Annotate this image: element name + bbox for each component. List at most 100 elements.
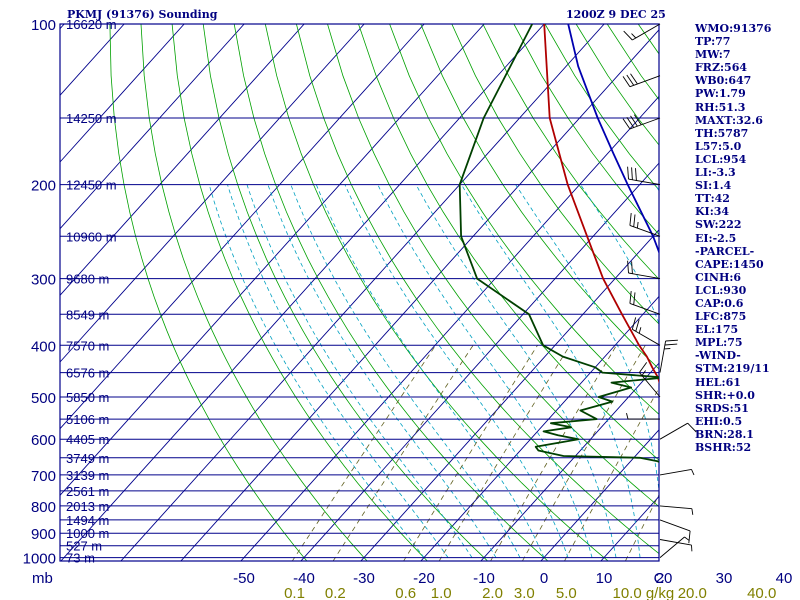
wind-barb-staff [629,302,661,315]
height-label: 2561 m [66,484,109,499]
index-line: MW:7 [695,48,731,62]
pressure-label: 800 [31,499,56,516]
height-label: 14250 m [66,111,117,126]
mixing-ratio-line [490,345,617,561]
wind-barb [626,412,660,420]
wind-barb [659,539,693,552]
height-label: 3749 m [66,451,109,466]
pressure-label: 900 [31,526,56,543]
pressure-label: 700 [31,468,56,485]
wind-barb-staff [632,328,661,346]
isotherm-line [60,24,425,430]
wind-barb-flag [631,167,633,180]
isotherm-line [300,162,659,561]
dry-adiabat-line [482,24,659,280]
mixing-ratio-tick-label: 20.0 [678,585,707,600]
height-label: 4405 m [66,432,109,447]
pressure-label: 200 [31,178,56,195]
dry-adiabat-line [202,24,489,561]
temperature-tick-label: -20 [413,570,435,587]
isotherm-line [540,429,659,561]
height-label: 1494 m [66,513,109,528]
index-line: TT:42 [695,192,730,206]
index-line: LCL:954 [695,152,747,166]
temperature-tick-label: 40 [776,570,793,587]
wind-barbs [622,23,697,558]
index-line: EL:175 [695,323,739,337]
index-line: KI:34 [695,205,730,219]
wind-barb-flag [622,76,631,87]
temperature-tick-label: -40 [293,570,315,587]
temperature-tick-label: -30 [353,570,375,587]
height-label: 5106 m [66,412,109,427]
dry-adiabat-line [109,24,308,561]
isotherm-line [60,24,365,363]
pressure-label: 600 [31,432,56,449]
wind-barb-flag [635,168,637,181]
dry-adiabat-line [327,24,659,508]
moist-adiabat-line [246,184,473,558]
moist-adiabat-line [415,184,617,558]
mixing-ratio-line [332,345,474,561]
dry-adiabat-line [389,24,659,415]
isotherm-line [60,24,545,561]
index-line: -PARCEL- [695,244,755,258]
wind-barb-staff [659,422,688,440]
index-line: CINH:6 [695,270,742,284]
wind-barb-flag [639,362,648,373]
dry-adiabat-line [171,24,428,561]
height-label: 9680 m [66,272,109,287]
index-line: TP:77 [695,35,731,49]
wind-barb-staff [629,224,661,237]
height-label: 2013 m [66,499,109,514]
dewpoint-trace [458,24,659,463]
dry-adiabat-line [264,24,609,561]
wind-barb [639,362,661,398]
index-line: SRDS:51 [695,401,749,415]
wind-barb-staff [659,519,691,532]
index-line: -WIND- [695,349,741,363]
wind-barb [659,339,678,373]
wind-barb-staff [659,505,692,510]
isotherm-line [480,362,659,561]
pressure-unit-label: mb [32,570,53,587]
wind-barb [659,519,691,544]
height-label: 10960 m [66,229,117,244]
index-line: LFC:875 [695,310,747,324]
dry-adiabat-line [296,24,659,555]
moist-adiabat-line [315,184,545,558]
wind-barb [629,291,661,315]
isotherms [60,24,659,561]
index-line: RH:51.3 [695,100,746,114]
wind-barb-flag [665,339,678,342]
mixing-ratio-tick-label: 5.0 [556,585,577,600]
wind-barb-staff [628,272,661,280]
dry-adiabat-line [140,24,368,561]
wind-barb-flag [630,73,638,85]
mixing-ratio-lines [291,345,659,561]
plot-frame [59,23,660,562]
wind-barb [627,166,661,186]
wind-barb-flag [629,213,632,226]
temperature-trace [543,24,659,384]
isotherm-line [420,295,659,561]
mixing-ratio-tick-label: 0.1 [284,585,305,600]
wind-barb-staff [659,340,667,373]
wind-barb-flag [633,214,636,227]
wind-barb [622,114,661,130]
index-line: STM:219/11 [695,362,770,376]
wind-barb-flag [629,291,632,304]
mixing-ratio-tick-label: 40.0 [747,585,776,600]
wind-barb-flag [664,343,678,346]
dry-adiabat-line [420,24,659,370]
height-label: 7570 m [66,338,109,353]
profiles [458,24,659,463]
wind-barb-half-flag [626,412,629,420]
index-line: EI:-2.5 [695,231,737,245]
wind-barb-flag [633,292,636,305]
mixing-ratio-line [438,345,571,561]
wind-barb-half-flag [684,536,690,542]
mixing-ratio-line [291,345,437,561]
index-line: LCL:930 [695,283,747,297]
